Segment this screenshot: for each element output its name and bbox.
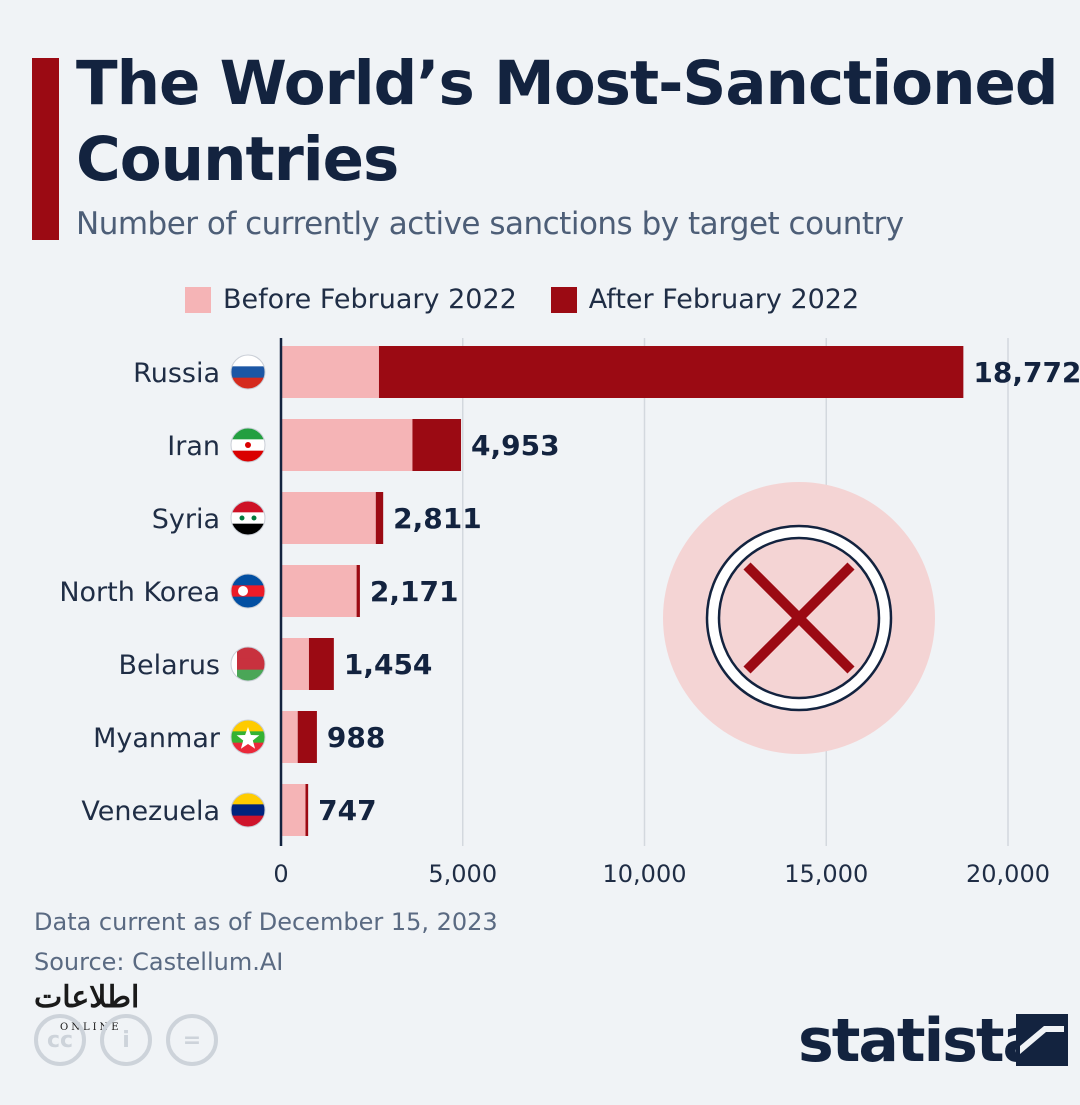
value-label: 18,772 <box>973 356 1080 389</box>
legend-label-after: After February 2022 <box>588 284 860 315</box>
x-tick-label: 15,000 <box>784 860 868 888</box>
legend-label-before: Before February 2022 <box>223 284 517 315</box>
cc-license-icon[interactable]: cc <box>34 1014 86 1066</box>
category-label: Myanmar <box>93 723 221 754</box>
syria-flag <box>231 501 265 535</box>
legend-item-before: Before February 2022 <box>185 284 517 315</box>
category-label: Russia <box>133 358 220 389</box>
bar-before <box>281 492 376 544</box>
value-label: 2,171 <box>370 575 459 608</box>
bar-before <box>281 711 298 763</box>
chart-subtitle: Number of currently active sanctions by … <box>76 206 904 242</box>
no-derivatives-icon[interactable]: = <box>166 1014 218 1066</box>
bar-after <box>375 492 384 544</box>
flag-ring <box>230 427 266 463</box>
legend-swatch-before <box>185 286 211 313</box>
chart-title: The World’s Most-Sanctioned Countries <box>76 48 1059 195</box>
flag-ring <box>230 500 266 536</box>
category-label: Iran <box>167 431 220 462</box>
bar-after <box>378 346 964 398</box>
value-label: 2,811 <box>393 502 482 535</box>
attribution-icon[interactable]: i <box>100 1014 152 1066</box>
bar-before <box>281 419 413 471</box>
x-tick-label: 0 <box>273 860 288 888</box>
category-label: Venezuela <box>81 796 220 827</box>
value-label: 1,454 <box>344 648 433 681</box>
close-icon <box>743 562 855 674</box>
flag-ring <box>230 792 266 828</box>
statista-logo-icon <box>1016 1014 1068 1066</box>
watermark-logo: اطلاعات <box>34 980 140 1015</box>
flag-ring <box>230 646 266 682</box>
legend-item-after: After February 2022 <box>550 284 860 315</box>
bar-before <box>281 565 357 617</box>
bar-after <box>305 784 309 836</box>
bar-before <box>281 638 309 690</box>
north-korea-flag <box>231 574 265 608</box>
footer-date: Data current as of December 15, 2023 <box>34 908 498 936</box>
bar-after <box>297 711 317 763</box>
russia-flag <box>231 355 265 389</box>
title-accent-bar <box>32 58 59 240</box>
footer-source: Source: Castellum.AI <box>34 948 284 976</box>
category-label: Syria <box>152 504 220 535</box>
flag-ring <box>230 719 266 755</box>
value-label: 4,953 <box>471 429 560 462</box>
iran-flag <box>231 428 265 462</box>
flag-ring <box>230 573 266 609</box>
x-tick-label: 20,000 <box>966 860 1050 888</box>
flag-ring <box>230 354 266 390</box>
belarus-flag <box>231 647 265 681</box>
statista-logo[interactable]: statista <box>798 1006 1043 1076</box>
category-label: Belarus <box>119 650 220 681</box>
value-label: 988 <box>327 721 385 754</box>
bar-before <box>281 784 306 836</box>
x-tick-label: 10,000 <box>603 860 687 888</box>
venezuela-flag <box>231 793 265 827</box>
bar-chart: 0 5,000 10,000 15,000 20,000 18,772 Russia 4,95… <box>59 338 1080 888</box>
value-label: 747 <box>318 794 376 827</box>
bar-after <box>412 419 462 471</box>
myanmar-flag <box>231 720 265 754</box>
x-tick-label: 5,000 <box>428 860 497 888</box>
watermark-sub: ONLINE <box>60 1022 122 1033</box>
legend-swatch-after <box>550 286 577 313</box>
bar-before <box>281 346 379 398</box>
legend: Before February 2022 After February 2022 <box>185 284 893 315</box>
category-label: North Korea <box>59 577 220 608</box>
bar-after <box>356 565 360 617</box>
bar-after <box>308 638 334 690</box>
